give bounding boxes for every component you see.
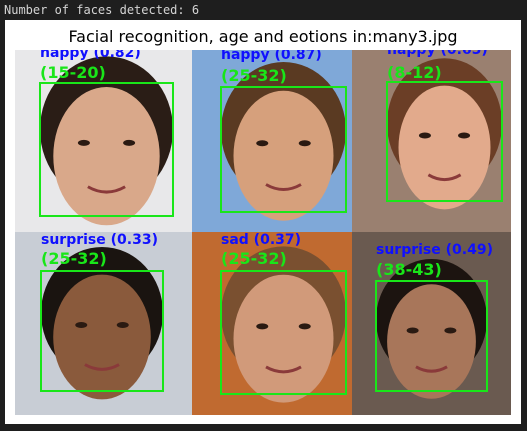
mouth	[265, 183, 302, 191]
face-box	[39, 82, 174, 217]
eye	[458, 132, 471, 139]
figure-title: Facial recognition, age and eotions in:m…	[68, 27, 457, 46]
eye	[256, 140, 269, 147]
emotion-label: happy (0.82)	[40, 45, 141, 61]
emotion-label: happy (0.65)	[387, 42, 488, 58]
face-box	[386, 81, 503, 202]
eye	[123, 139, 136, 146]
image: happy (0.82) (15-20) happy (0.87) (25-32) ha…	[15, 42, 511, 415]
eye	[444, 327, 457, 334]
age-label: (25-32)	[221, 66, 287, 85]
eye	[77, 139, 90, 146]
eye	[298, 140, 311, 147]
face	[387, 284, 476, 399]
face	[53, 86, 160, 226]
face-box	[40, 270, 164, 392]
emotion-label: surprise (0.49)	[376, 242, 493, 258]
eye	[116, 322, 129, 328]
emotion-label: surprise (0.33)	[41, 232, 158, 248]
age-label: (8-12)	[387, 63, 442, 82]
eye	[75, 322, 88, 328]
face	[233, 90, 334, 221]
face-box	[375, 280, 488, 392]
age-label: (25-32)	[221, 249, 287, 268]
age-label: (25-32)	[41, 249, 107, 268]
mouth	[427, 173, 462, 182]
eye	[256, 323, 269, 330]
face	[233, 274, 334, 403]
face	[53, 274, 151, 400]
age-label: (38-43)	[376, 260, 442, 279]
output-text: Number of faces detected: 6	[4, 3, 199, 17]
face-box	[220, 86, 347, 213]
mouth	[265, 365, 302, 374]
eye	[298, 323, 311, 330]
emotion-label: happy (0.87)	[221, 47, 322, 63]
emotion-label: sad (0.37)	[221, 232, 301, 248]
mouth	[87, 185, 126, 194]
age-label: (15-20)	[40, 63, 106, 82]
eye	[406, 327, 419, 334]
mouth	[415, 365, 448, 373]
face	[398, 85, 491, 210]
eye	[418, 132, 431, 139]
face-box	[220, 270, 347, 395]
mouth	[84, 363, 120, 371]
